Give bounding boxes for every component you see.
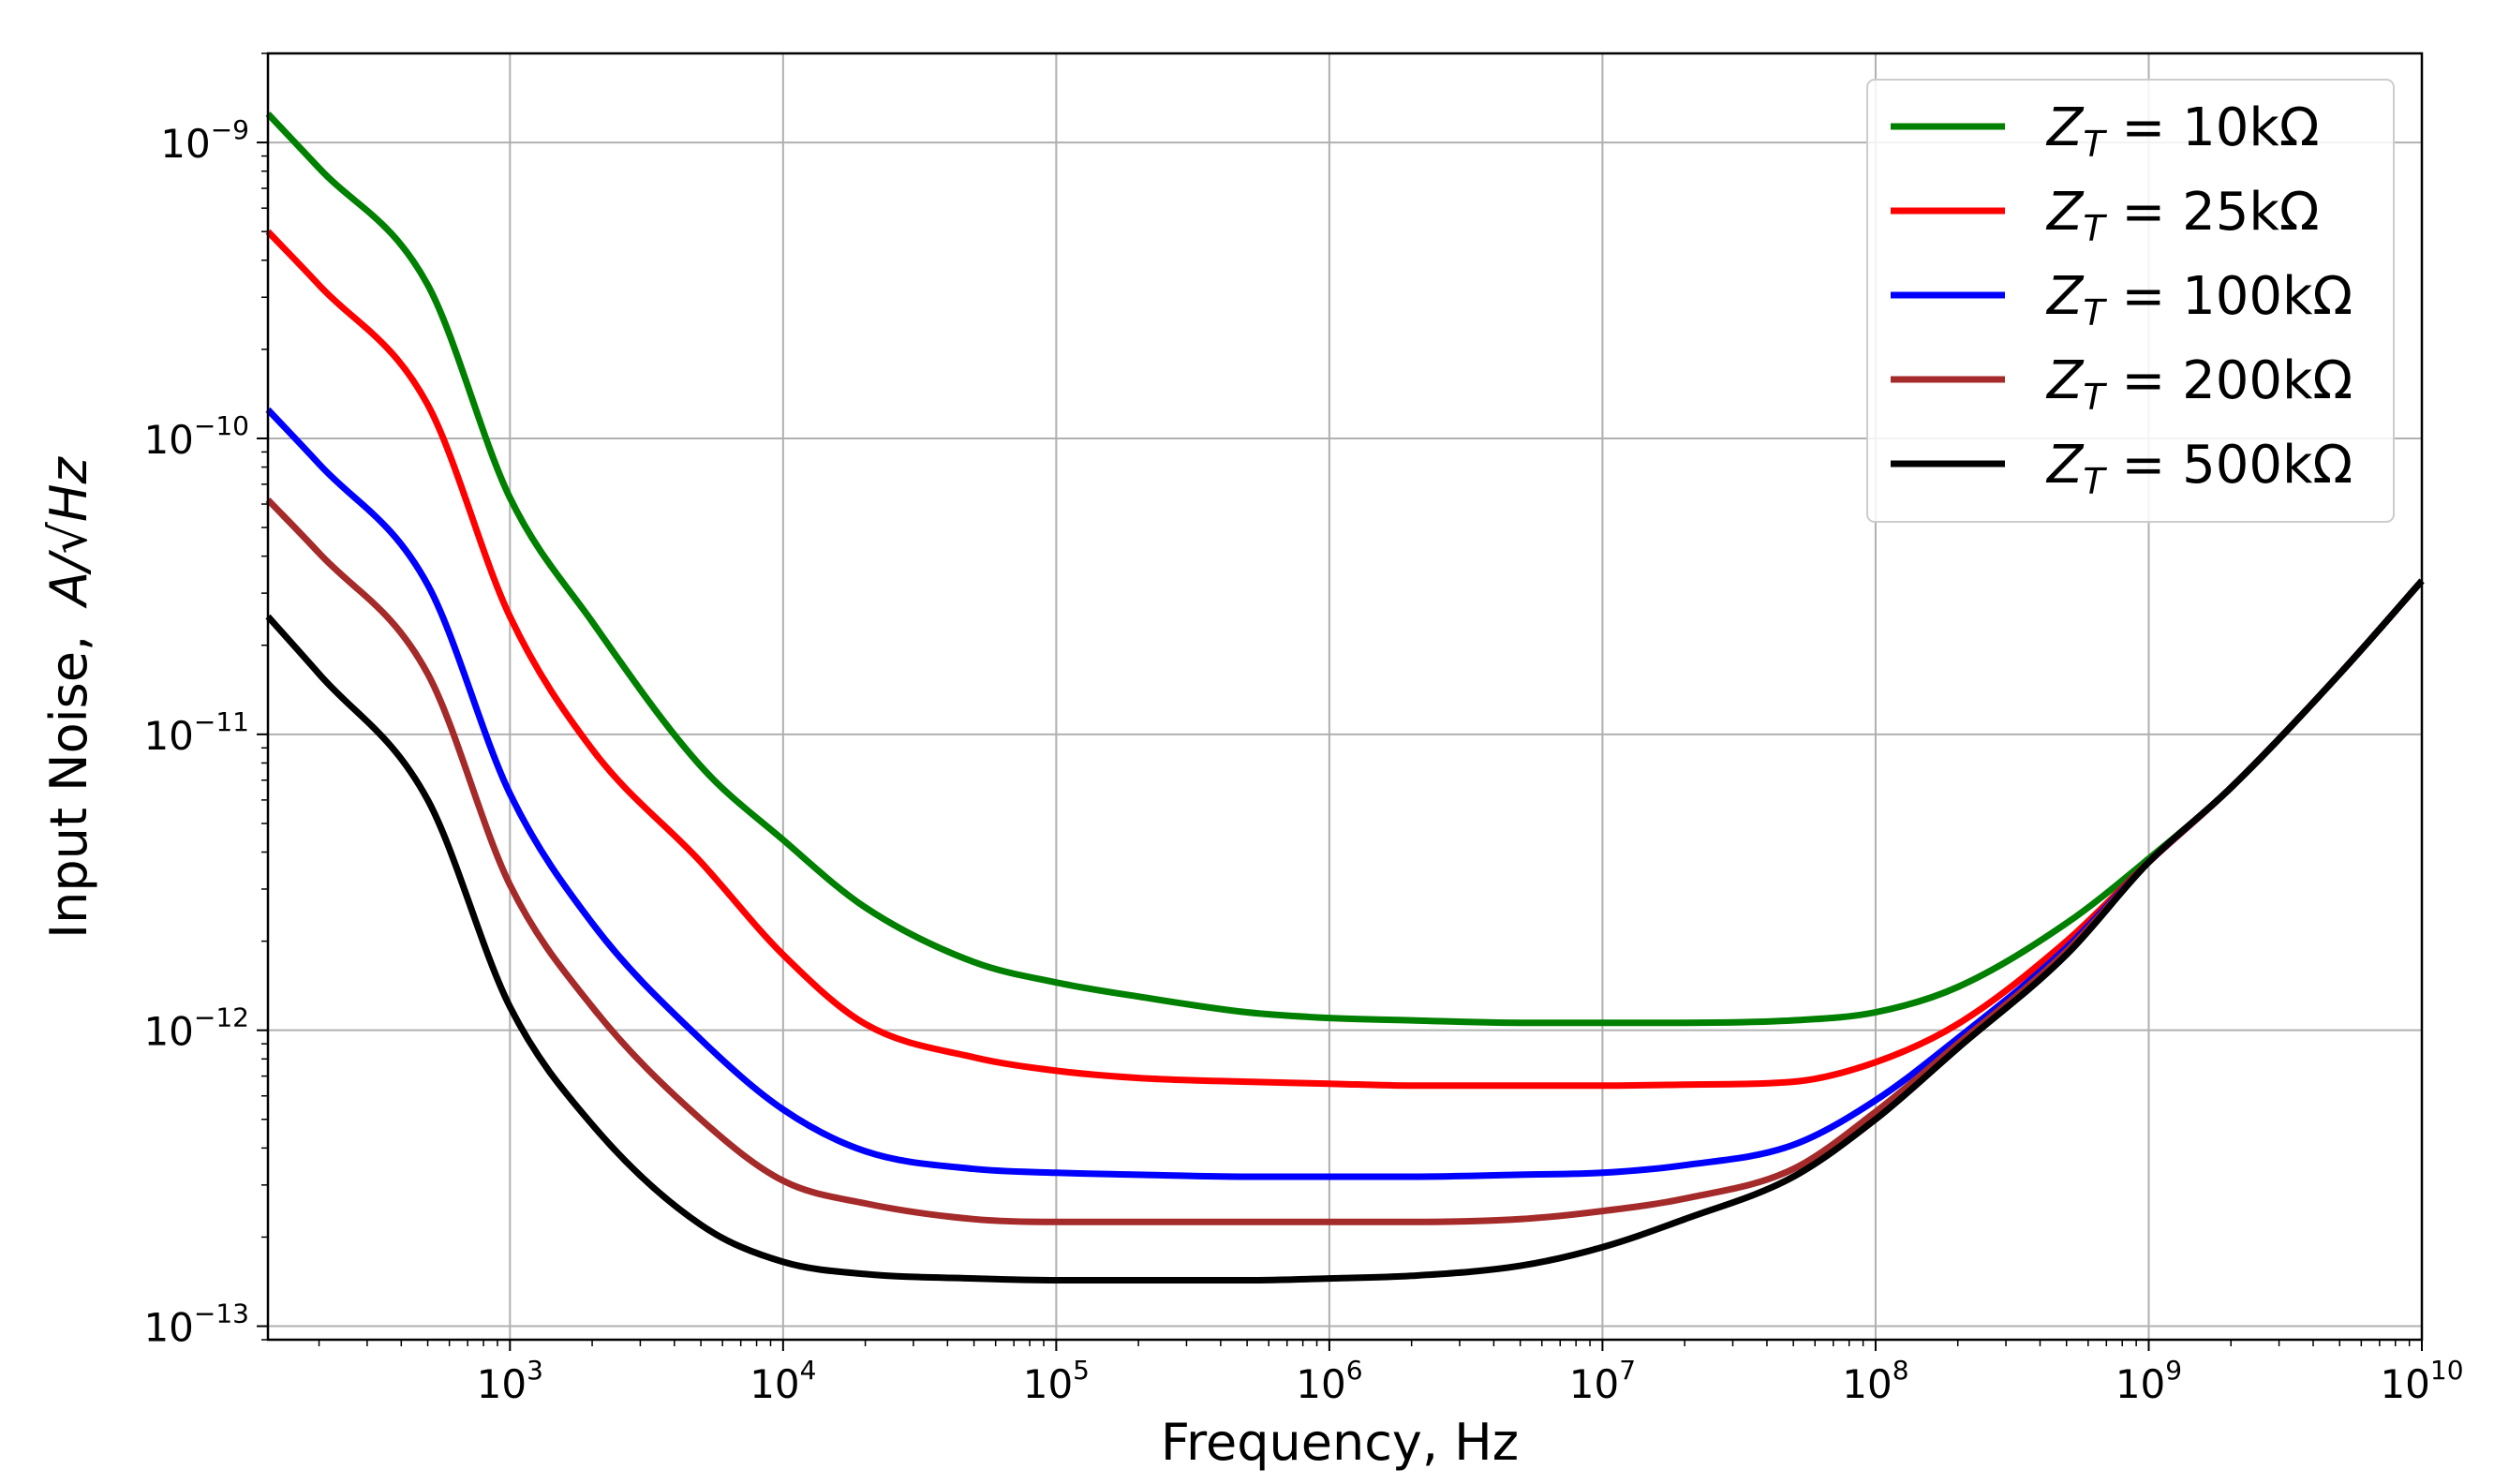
x-axis-label: Frequency, Hz (1161, 1413, 1519, 1472)
svg-text:Input Noise, A/√Hz: Input Noise, A/√Hz (39, 456, 98, 939)
legend-label-2: ZT = 100kΩ (2045, 266, 2353, 334)
x-tick-label-7: 107 (1569, 1355, 1636, 1407)
legend-label-1: ZT = 25kΩ (2045, 182, 2320, 249)
series-line-4 (265, 578, 2425, 1284)
y-tick-label: 10−9 (160, 114, 249, 167)
legend-label-3: ZT = 200kΩ (2045, 350, 2353, 418)
legend-box (1866, 79, 2395, 523)
y-tick-label: 10−12 (143, 1002, 249, 1055)
y-tick-label: 10−11 (143, 706, 249, 759)
legend: ZT = 10kΩ ZT = 25kΩ ZT = 100kΩ ZT = 200kΩ ZT… (1866, 79, 2395, 523)
y-axis-label-unit: A/√Hz (39, 456, 98, 609)
x-tick-label-4: 104 (750, 1355, 816, 1407)
legend-label-0: ZT = 10kΩ (2045, 97, 2320, 165)
series-layer (265, 111, 2425, 1284)
y-axis-label: Input Noise, A/√Hz (39, 456, 98, 939)
legend-label-4: ZT = 500kΩ (2045, 435, 2353, 502)
x-tick-label-6: 106 (1296, 1355, 1362, 1407)
series-line-1 (265, 229, 2425, 1090)
y-tick-label: 10−13 (143, 1298, 249, 1351)
plot-frame (266, 52, 2424, 1342)
y-axis: 10−9 10−10 10−11 10−12 10−13 (143, 52, 268, 1351)
x-axis: 103 104 105 106 107 108 109 1010 (318, 1340, 2464, 1407)
x-tick-label-5: 105 (1023, 1355, 1090, 1407)
x-tick-label-9: 109 (2115, 1355, 2182, 1407)
x-tick-label-8: 108 (1842, 1355, 1908, 1407)
x-tick-label-10: 1010 (2380, 1355, 2463, 1407)
y-axis-label-prefix: Input Noise, (39, 635, 98, 939)
x-tick-label-3: 103 (477, 1355, 543, 1407)
series-line-0 (265, 111, 2425, 1027)
y-tick-label: 10−10 (143, 410, 249, 463)
